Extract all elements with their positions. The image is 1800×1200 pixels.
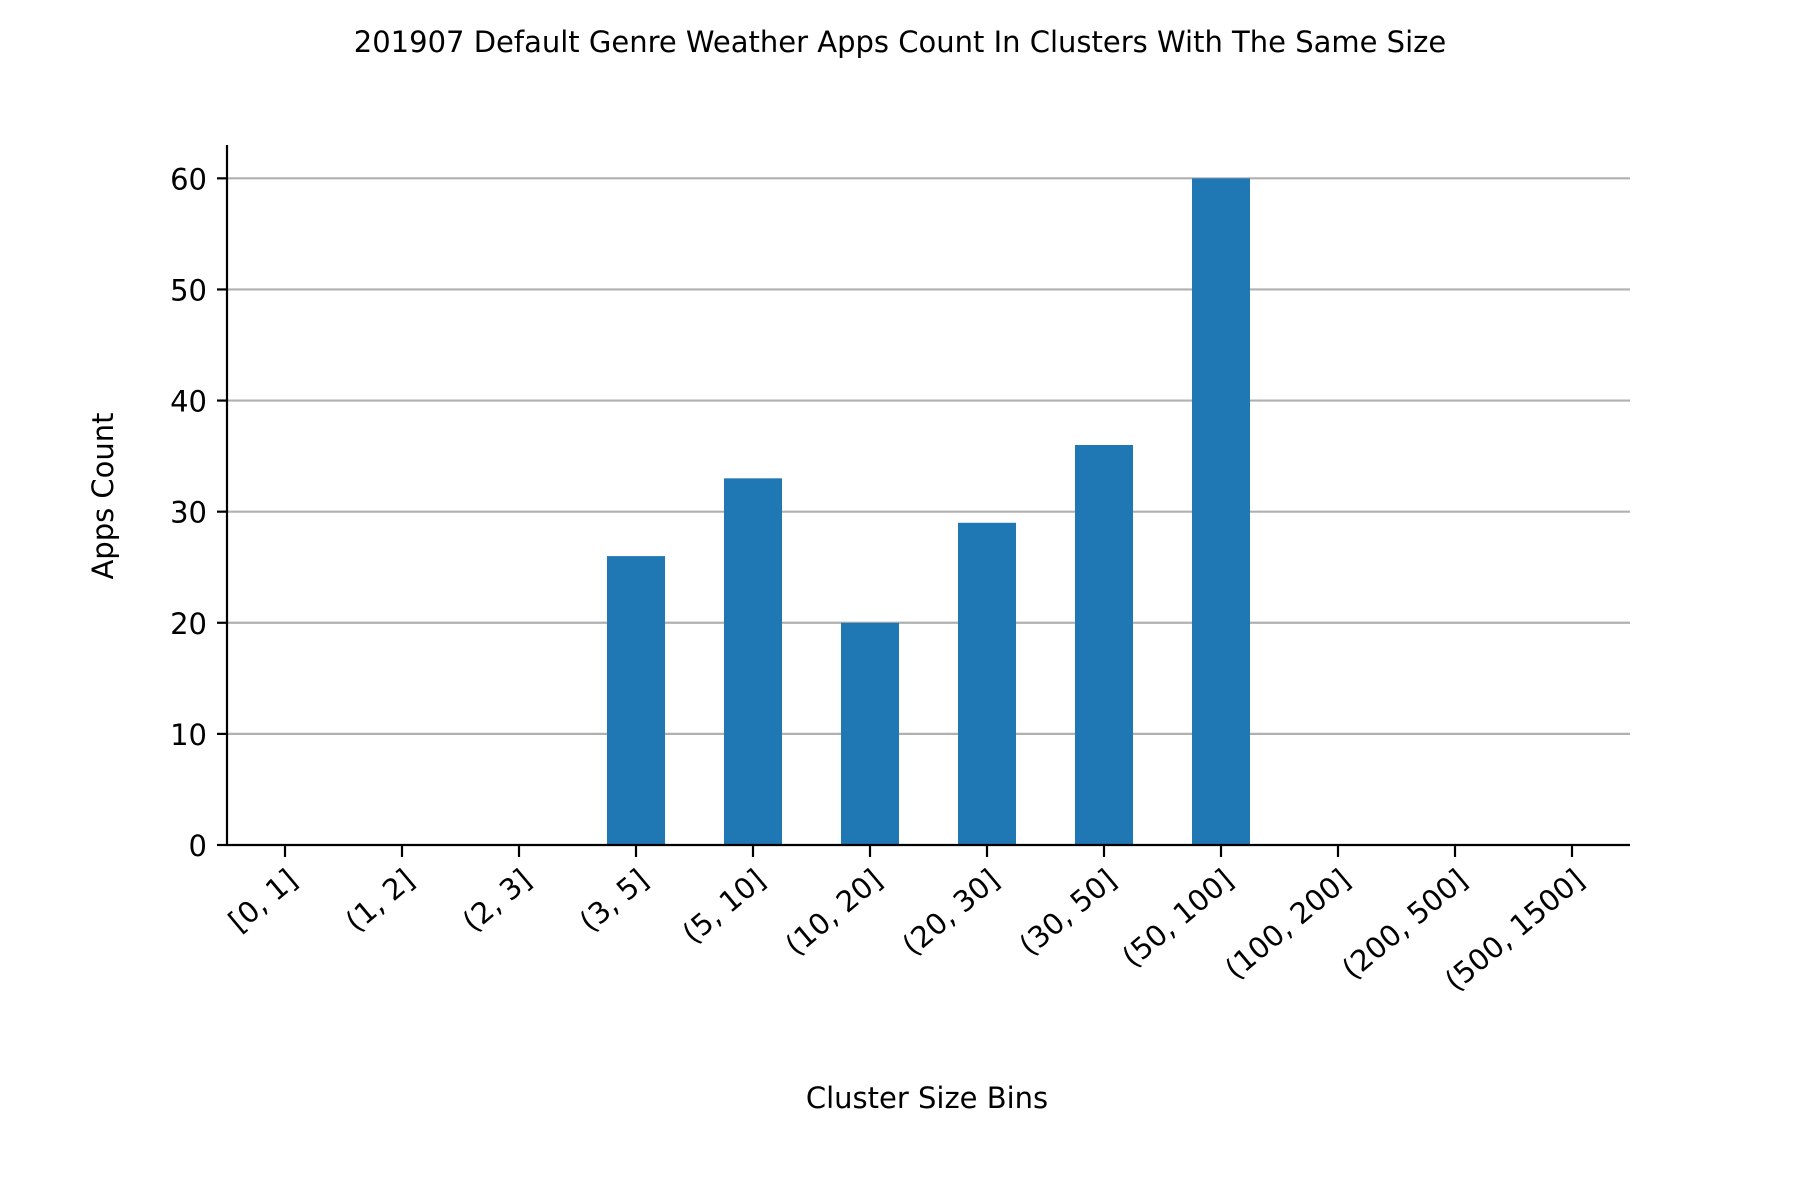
- y-tick-label: 60: [170, 162, 207, 196]
- chart-title: 201907 Default Genre Weather Apps Count …: [354, 25, 1446, 59]
- x-tick-label: (5, 10]: [676, 862, 772, 950]
- y-tick-label: 10: [170, 718, 207, 752]
- bar: [841, 622, 899, 845]
- y-tick-label: 0: [189, 829, 207, 863]
- x-axis-label: Cluster Size Bins: [806, 1081, 1048, 1115]
- x-tick-label: (1, 2]: [339, 862, 421, 938]
- bar: [607, 556, 665, 845]
- y-tick-label: 50: [170, 273, 207, 307]
- bars: [607, 178, 1250, 846]
- bar: [1192, 178, 1250, 846]
- grid-lines: [227, 177, 1630, 735]
- x-tick-label: (20, 30]: [896, 862, 1006, 962]
- y-axis-label: Apps Count: [86, 412, 120, 579]
- bar: [724, 478, 782, 845]
- x-tick-label: (3, 5]: [573, 862, 655, 938]
- bar: [958, 522, 1016, 845]
- x-tick-label: (100, 200]: [1218, 862, 1356, 986]
- bar: [1075, 445, 1133, 845]
- x-tick-label: (2, 3]: [456, 862, 538, 938]
- x-tick-label: [0, 1]: [222, 862, 304, 938]
- y-tick-label: 30: [170, 496, 207, 530]
- y-ticks: 0 10 20 30 40 50 60: [170, 162, 227, 863]
- axes: [225, 145, 1630, 847]
- x-tick-label: (10, 20]: [779, 862, 889, 962]
- x-tick-label: (30, 50]: [1013, 862, 1123, 962]
- y-tick-label: 20: [170, 607, 207, 641]
- y-tick-label: 40: [170, 385, 207, 419]
- x-ticks: [0, 1] (1, 2] (2, 3] (3, 5] (5, 10] (10, 20](…: [222, 845, 1590, 998]
